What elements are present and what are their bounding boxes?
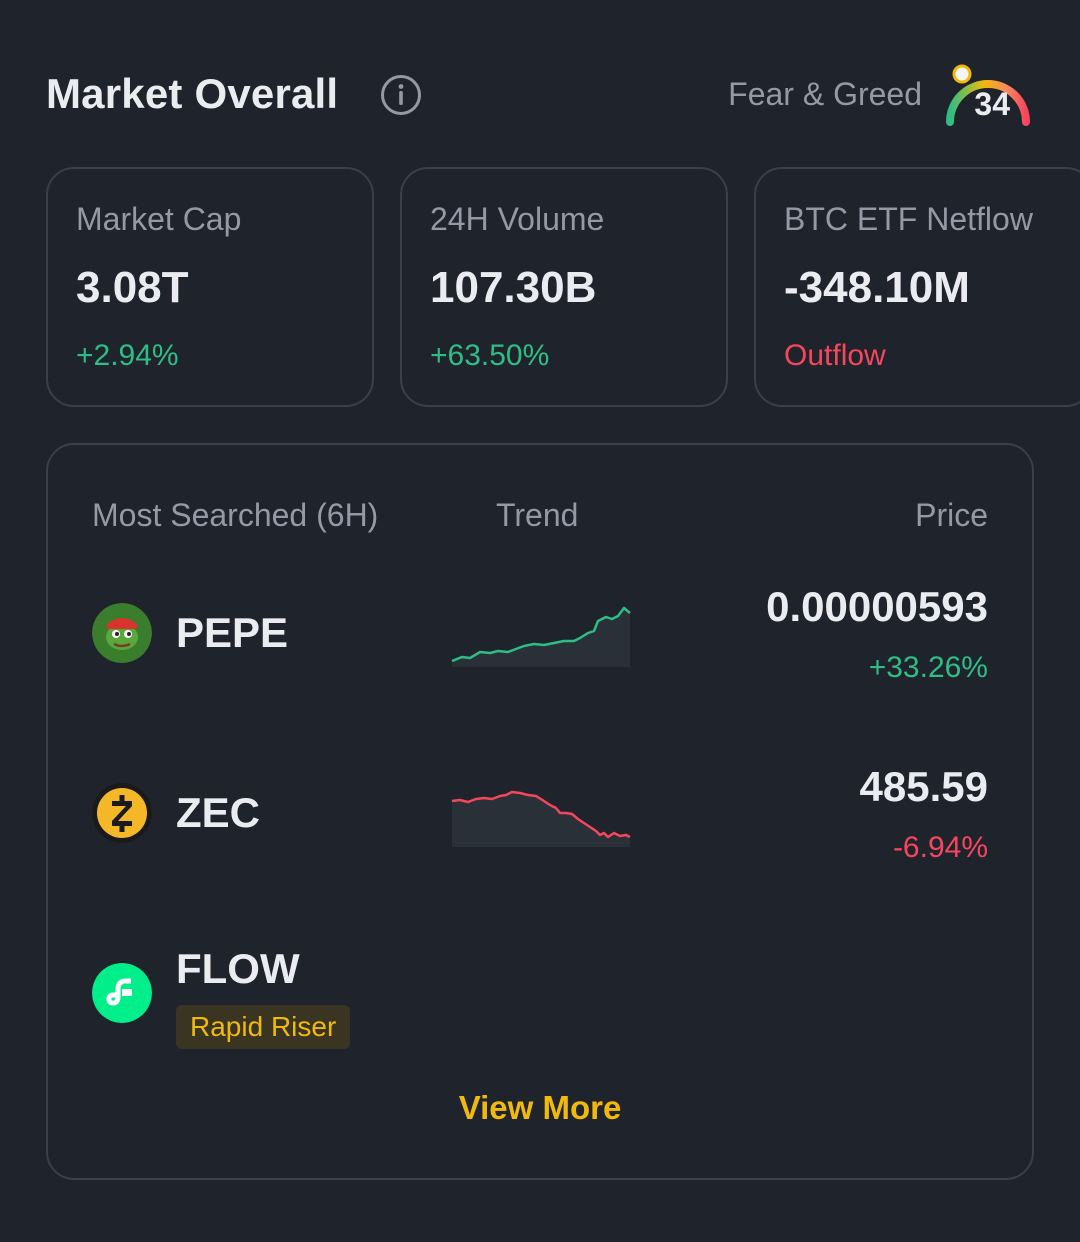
column-header-name: Most Searched (6H)	[92, 497, 379, 533]
most-searched-panel: Most Searched (6H) Trend Price PEPE 0.00…	[46, 443, 1034, 1180]
coin-row-zec[interactable]: ZEC 485.59 -6.94%	[48, 745, 1032, 885]
fear-greed-gauge-icon[interactable]	[940, 56, 1036, 132]
coin-row-flow[interactable]: FLOW Rapid Riser	[48, 925, 1032, 1065]
card-label: 24H Volume	[430, 201, 605, 237]
trend-sparkline-up	[451, 606, 631, 667]
coin-name: FLOW	[176, 945, 300, 992]
coin-row-pepe[interactable]: PEPE 0.00000593 +33.26%	[48, 565, 1032, 705]
flow-icon	[92, 963, 152, 1023]
coin-name: ZEC	[176, 789, 260, 836]
market-cap-card[interactable]: Market Cap 3.08T +2.94%	[46, 167, 374, 407]
volume-card[interactable]: 24H Volume 107.30B +63.50%	[400, 167, 728, 407]
card-change: Outflow	[784, 339, 886, 372]
column-header-trend: Trend	[496, 497, 579, 533]
column-header-price: Price	[915, 497, 988, 533]
trend-sparkline-down	[451, 790, 631, 847]
coin-name: PEPE	[176, 609, 289, 656]
coin-change: +33.26%	[868, 651, 988, 684]
coin-price: 485.59	[859, 763, 988, 810]
info-icon[interactable]	[380, 74, 422, 116]
market-overall-header: Market Overall Fear & Greed 34	[46, 56, 1036, 136]
card-change: +2.94%	[76, 339, 179, 372]
view-more-link[interactable]: View More	[458, 1089, 622, 1126]
card-value: -348.10M	[784, 263, 970, 312]
btc-etf-netflow-card[interactable]: BTC ETF Netflow -348.10M Outflow	[754, 167, 1080, 407]
stat-cards: Market Cap 3.08T +2.94% 24H Volume 107.3…	[46, 167, 1080, 407]
pepe-frog-icon	[92, 603, 152, 663]
card-value: 107.30B	[430, 263, 597, 312]
zcash-icon	[92, 783, 152, 843]
card-change: +63.50%	[430, 339, 550, 372]
card-label: BTC ETF Netflow	[784, 201, 1033, 237]
card-label: Market Cap	[76, 201, 242, 237]
fear-greed-value: 34	[974, 86, 1010, 122]
coin-change: -6.94%	[892, 831, 988, 864]
fear-greed-label: Fear & Greed	[728, 76, 922, 112]
coin-price: 0.00000593	[766, 583, 988, 630]
rapid-riser-badge: Rapid Riser	[176, 1005, 351, 1049]
page-title: Market Overall	[46, 70, 339, 117]
card-value: 3.08T	[76, 263, 189, 312]
